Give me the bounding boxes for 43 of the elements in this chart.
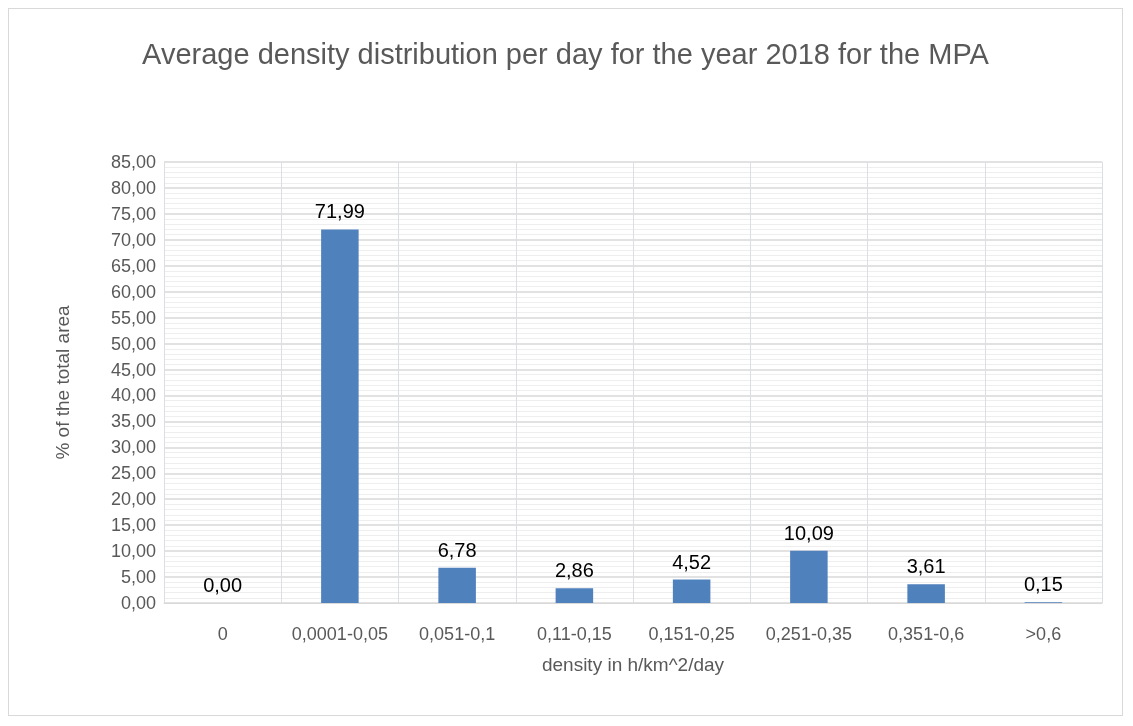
y-tick-label: 10,00	[110, 541, 156, 562]
x-tick-label: 0,251-0,35	[765, 624, 852, 644]
x-tick-label: 0,11-0,15	[537, 624, 612, 644]
y-tick-label: 15,00	[110, 515, 156, 536]
y-tick-label: 35,00	[110, 411, 156, 432]
y-tick-label: 80,00	[110, 177, 156, 198]
data-label: 10,09	[783, 521, 834, 544]
y-tick-label: 30,00	[110, 437, 156, 458]
y-tick-label: 20,00	[110, 489, 156, 510]
x-tick-label: 0,151-0,25	[648, 624, 735, 644]
x-tick-label: 0,051-0,1	[419, 624, 496, 644]
bar	[321, 229, 359, 603]
data-label: 71,99	[314, 200, 365, 223]
data-label: 0,15	[1023, 573, 1063, 596]
x-axis-title: density in h/km^2/day	[541, 654, 725, 675]
bar	[555, 588, 594, 603]
bar	[672, 579, 711, 603]
data-label: 4,52	[672, 550, 712, 573]
y-tick-label: 40,00	[110, 385, 156, 406]
data-label: 6,78	[437, 538, 477, 561]
data-label: 0,00	[203, 574, 243, 596]
y-tick-label: 25,00	[110, 463, 156, 484]
y-tick-label: 45,00	[110, 359, 156, 380]
data-label: 3,61	[906, 555, 946, 578]
y-tick-label: 75,00	[110, 203, 156, 224]
y-tick-label: 50,00	[110, 333, 156, 354]
y-tick-label: 70,00	[110, 229, 156, 250]
bar	[438, 567, 476, 603]
x-tick-label: 0,0001-0,05	[291, 624, 388, 644]
bar	[790, 550, 828, 603]
y-tick-label: 85,00	[110, 152, 156, 172]
y-tick-label: 55,00	[110, 307, 156, 328]
x-tick-label: 0	[217, 624, 228, 644]
chart-title: Average density distribution per day for the year 2018 for the MPA	[142, 38, 990, 70]
y-axis-title: % of the total area	[52, 304, 73, 460]
x-tick-label: 0,351-0,6	[888, 624, 965, 644]
x-tick-label: >0,6	[1025, 624, 1062, 644]
y-tick-label: 0,00	[120, 593, 156, 613]
y-tick-label: 65,00	[110, 255, 156, 276]
y-tick-label: 60,00	[110, 281, 156, 302]
data-label: 2,86	[554, 559, 594, 582]
y-tick-label: 5,00	[120, 567, 156, 588]
bar	[907, 584, 945, 603]
